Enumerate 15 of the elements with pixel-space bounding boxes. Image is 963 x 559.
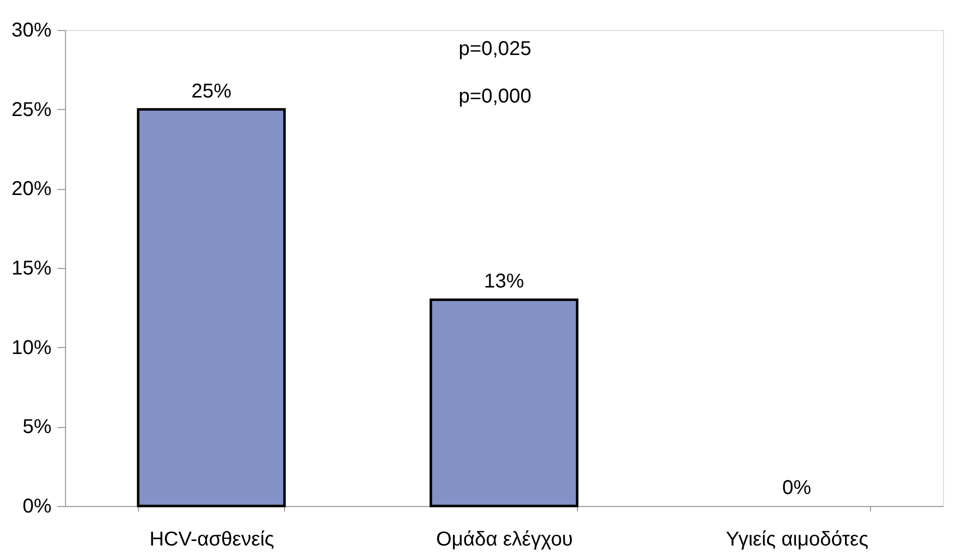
x-tick-label: HCV-ασθενείς [149, 528, 275, 550]
x-tick-label: Υγιείς αιμοδότες [726, 528, 869, 550]
y-tick-label: 0% [22, 496, 52, 518]
y-tick-label: 15% [11, 258, 52, 280]
annotation: p=0,025 [458, 38, 532, 60]
data-label: 13% [484, 270, 524, 293]
y-tick-label: 30% [11, 20, 52, 42]
y-tick-label: 20% [11, 178, 52, 200]
data-label: 0% [782, 477, 812, 499]
x-tick-label: Ομάδα ελέγχου [436, 528, 573, 550]
data-label: 25% [191, 80, 232, 102]
y-tick-label: 5% [22, 416, 52, 438]
annotation: p=0,000 [458, 86, 532, 108]
y-tick-label: 25% [11, 98, 52, 121]
y-tick-label: 10% [11, 336, 52, 359]
